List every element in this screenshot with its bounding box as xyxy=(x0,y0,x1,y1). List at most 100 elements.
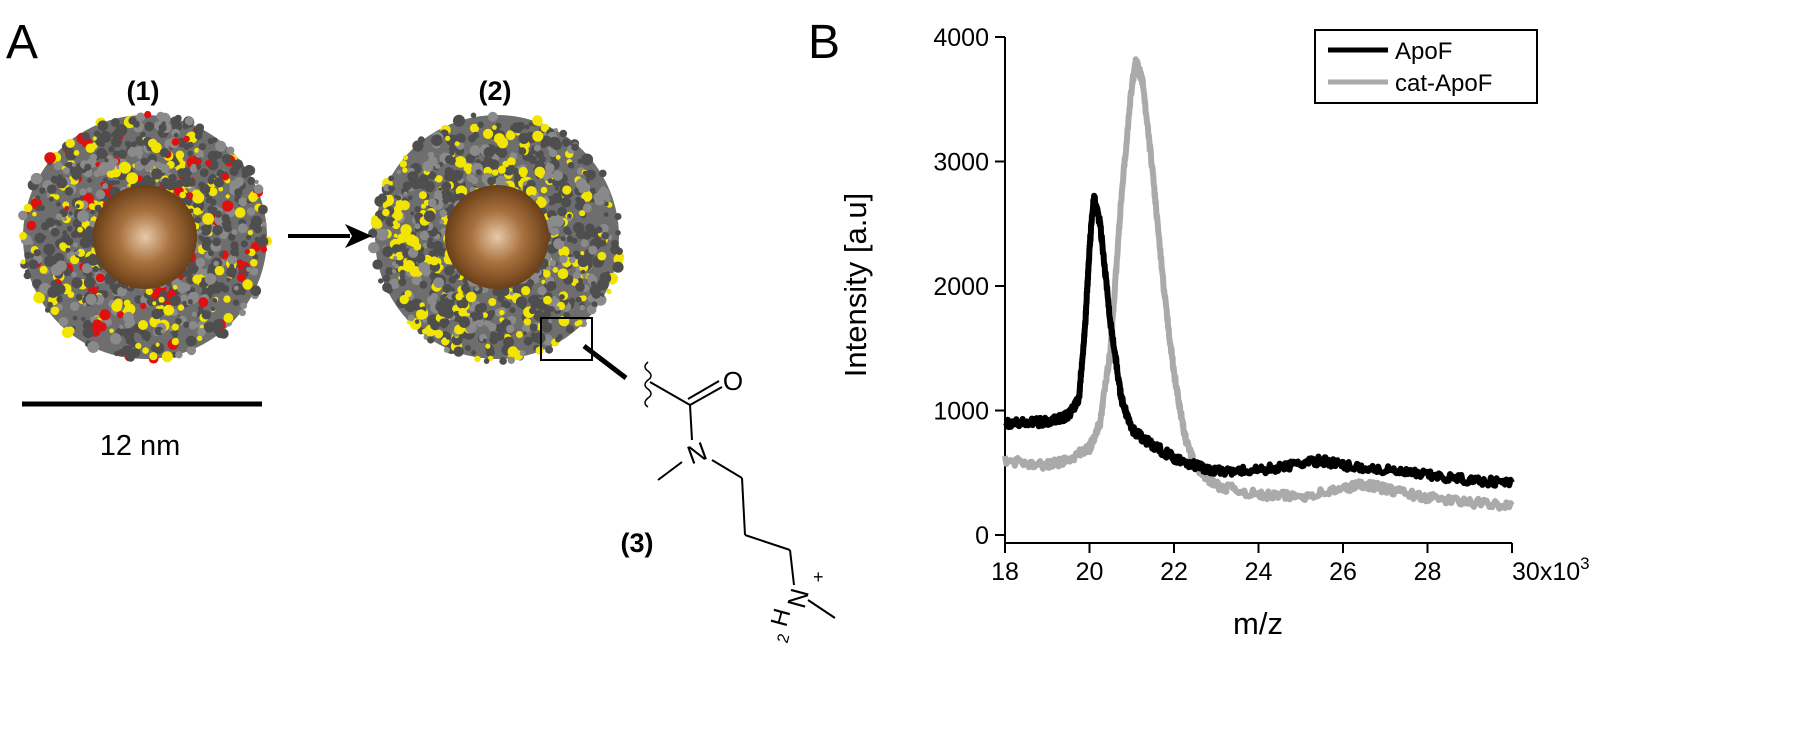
surface-residue xyxy=(213,177,224,188)
surface-residue xyxy=(55,213,63,221)
surface-residue xyxy=(477,302,488,313)
surface-residue xyxy=(414,144,419,149)
surface-residue xyxy=(497,295,504,303)
surface-residue xyxy=(70,301,80,311)
surface-residue xyxy=(180,160,186,166)
surface-residue xyxy=(173,132,179,138)
surface-residue xyxy=(388,175,394,182)
surface-residue xyxy=(408,247,419,258)
surface-residue xyxy=(225,194,230,199)
scale-bar-label: 12 nm xyxy=(100,430,181,462)
atom-nitrogen: N xyxy=(683,436,711,471)
surface-residue xyxy=(606,288,612,295)
surface-residue xyxy=(50,306,60,316)
surface-residue xyxy=(442,198,448,204)
surface-residue xyxy=(212,224,223,236)
zoom-box xyxy=(540,317,593,361)
surface-residue xyxy=(179,191,186,199)
surface-residue xyxy=(208,250,214,257)
surface-residue xyxy=(93,130,101,137)
surface-residue xyxy=(579,210,586,217)
surface-residue xyxy=(212,237,221,247)
surface-residue xyxy=(472,131,480,139)
surface-residue xyxy=(126,318,136,327)
surface-residue xyxy=(488,298,497,306)
surface-residue xyxy=(581,190,593,202)
surface-residue xyxy=(421,203,426,209)
surface-residue xyxy=(138,320,148,330)
surface-residue xyxy=(393,233,398,238)
surface-residue xyxy=(509,307,516,314)
surface-residue xyxy=(399,277,407,286)
surface-residue xyxy=(492,287,501,296)
surface-residue xyxy=(372,259,383,270)
surface-residue xyxy=(197,159,202,165)
surface-residue xyxy=(87,178,92,183)
surface-residue xyxy=(90,209,96,215)
x-tick-label: 18 xyxy=(991,558,1019,586)
surface-residue xyxy=(229,180,241,191)
surface-residue xyxy=(485,343,491,349)
surface-residue xyxy=(83,276,96,289)
surface-residue xyxy=(543,305,552,313)
surface-residue xyxy=(179,168,191,180)
surface-residue xyxy=(229,263,235,269)
surface-residue xyxy=(39,187,46,194)
y-tick-label: 2000 xyxy=(933,273,989,301)
surface-residue xyxy=(558,246,570,258)
surface-residue xyxy=(451,169,463,181)
x-tick-label: 26 xyxy=(1329,558,1357,586)
surface-residue xyxy=(159,291,166,298)
surface-residue xyxy=(207,177,215,185)
surface-residue xyxy=(144,121,155,132)
surface-residue xyxy=(588,245,598,255)
surface-residue xyxy=(566,235,574,243)
surface-residue xyxy=(214,210,222,218)
surface-residue xyxy=(436,176,442,183)
surface-residue xyxy=(194,148,199,153)
surface-residue xyxy=(72,315,78,321)
surface-residue xyxy=(392,220,398,226)
surface-residue xyxy=(186,345,197,356)
surface-residue xyxy=(55,260,67,272)
surface-residue xyxy=(246,207,256,216)
surface-residue xyxy=(541,279,546,284)
surface-residue xyxy=(29,253,35,258)
surface-residue xyxy=(112,168,121,178)
surface-residue xyxy=(557,206,567,217)
surface-residue xyxy=(151,308,162,320)
surface-residue xyxy=(72,242,78,248)
surface-residue xyxy=(39,237,45,242)
surface-residue xyxy=(58,316,69,327)
surface-residue xyxy=(518,166,528,177)
surface-residue xyxy=(149,352,158,361)
surface-residue xyxy=(523,336,533,346)
surface-residue xyxy=(247,248,256,257)
surface-residue xyxy=(529,294,540,304)
surface-residue xyxy=(391,261,397,267)
surface-residue xyxy=(233,285,239,291)
surface-residue xyxy=(430,273,435,278)
surface-residue xyxy=(50,227,60,237)
surface-residue xyxy=(110,120,116,125)
surface-residue xyxy=(488,322,497,332)
surface-residue xyxy=(223,313,234,323)
surface-residue xyxy=(532,130,544,142)
surface-residue xyxy=(195,257,206,268)
surface-residue xyxy=(107,180,113,186)
surface-residue xyxy=(260,246,268,253)
surface-residue xyxy=(163,304,175,316)
surface-residue xyxy=(507,356,515,364)
surface-residue xyxy=(611,239,619,248)
surface-residue xyxy=(512,122,520,130)
surface-residue xyxy=(254,236,261,243)
iron-core xyxy=(93,185,197,289)
surface-residue xyxy=(222,200,234,212)
zoom-pointer xyxy=(582,344,628,380)
surface-residue xyxy=(497,165,506,174)
surface-residue xyxy=(56,296,63,303)
surface-residue xyxy=(540,186,548,194)
surface-residue xyxy=(126,172,139,185)
surface-residue xyxy=(477,121,484,128)
surface-residue xyxy=(137,154,142,159)
